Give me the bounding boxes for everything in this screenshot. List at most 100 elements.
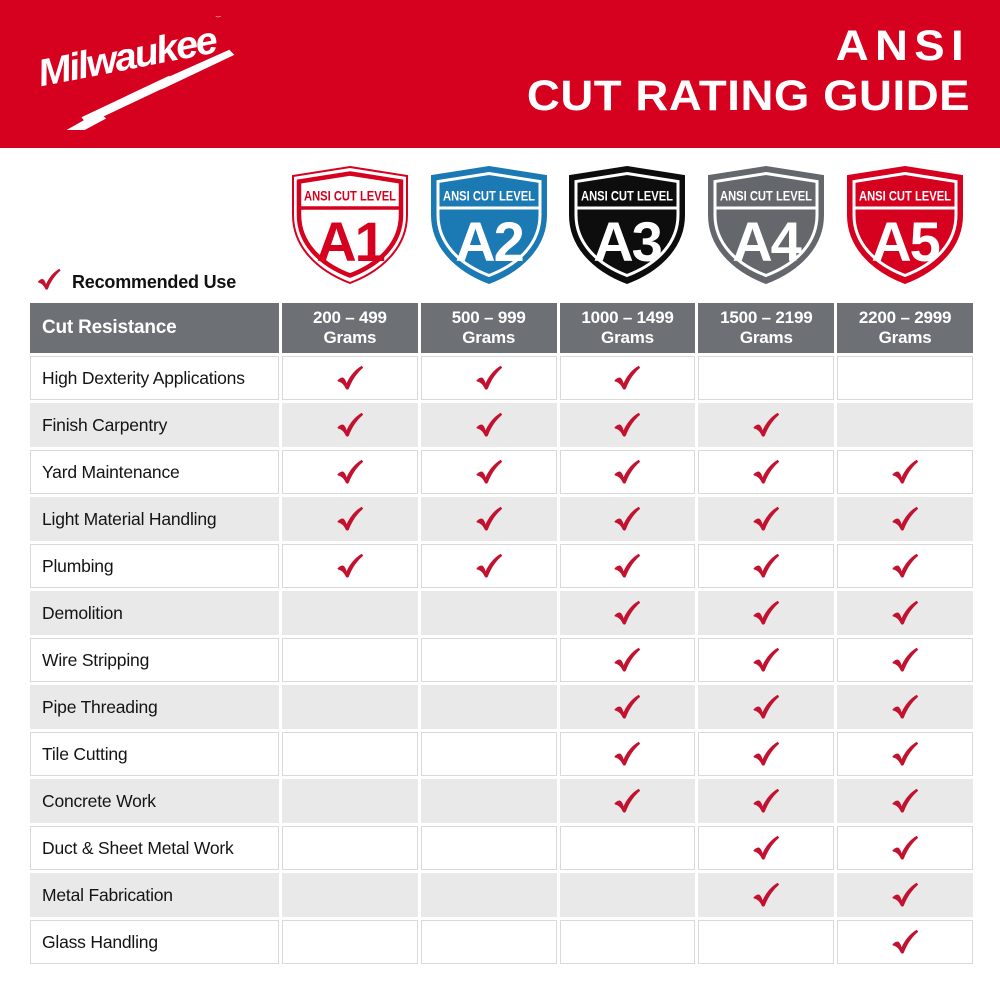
empty-cell: [420, 685, 557, 729]
row-label: Finish Carpentry: [30, 403, 279, 447]
check-cell: [837, 826, 973, 870]
row-label: Pipe Threading: [30, 685, 279, 729]
check-icon: [476, 553, 502, 578]
check-icon: [476, 459, 502, 484]
empty-cell: [420, 779, 557, 823]
check-icon: [614, 741, 641, 766]
check-icon: [892, 647, 919, 672]
row-label: Duct & Sheet Metal Work: [30, 826, 279, 870]
check-cell: [837, 873, 973, 917]
check-cell: [837, 685, 973, 729]
grams-unit: Grams: [323, 328, 377, 347]
check-icon: [337, 412, 364, 437]
check-icon: [753, 647, 780, 672]
check-icon: [614, 647, 641, 672]
table-header-grams-range: 500 – 999 Grams: [420, 303, 557, 353]
check-icon: [753, 882, 780, 907]
check-cell: [559, 497, 696, 541]
grams-range: 1000 – 1499: [581, 307, 674, 327]
lightning-bolt-icon: [49, 49, 235, 130]
check-icon: [753, 741, 780, 766]
check-cell: [837, 497, 973, 541]
grams-range: 1500 – 2199: [720, 307, 813, 327]
title-line-2: CUT RATING GUIDE: [526, 71, 970, 120]
check-icon: [337, 553, 364, 578]
grams-unit: Grams: [739, 328, 793, 347]
check-cell: [698, 544, 835, 588]
check-icon: [337, 365, 364, 390]
check-cell: [698, 685, 835, 729]
empty-cell: [420, 732, 557, 776]
cut-level-badge-a2: ANSI CUT LEVEL A2: [425, 163, 553, 303]
empty-cell: [282, 591, 418, 635]
legend-label: Recommended Use: [72, 271, 237, 292]
empty-cell: [837, 356, 973, 400]
empty-cell: [420, 638, 557, 682]
empty-cell: [282, 685, 418, 729]
check-icon: [614, 365, 641, 390]
logo-wordmark: Milwaukee: [35, 19, 222, 95]
empty-cell: [420, 591, 557, 635]
row-label: Wire Stripping: [30, 638, 279, 682]
check-cell: [559, 356, 696, 400]
check-cell: [698, 497, 835, 541]
grams-range: 2200 – 2999: [858, 307, 952, 327]
check-icon: [753, 553, 780, 578]
check-icon: [892, 459, 919, 484]
check-icon: [37, 268, 61, 290]
cut-level-badge-a5: ANSI CUT LEVEL A5: [841, 163, 969, 303]
row-label: Light Material Handling: [30, 497, 279, 541]
header-banner: Milwaukee ® ANSI CUT RATING GUIDE: [0, 0, 1000, 148]
check-icon: [476, 412, 502, 437]
empty-cell: [698, 356, 835, 400]
check-cell: [282, 403, 418, 447]
check-cell: [559, 544, 696, 588]
grams-unit: Grams: [601, 328, 654, 347]
row-label: Demolition: [30, 591, 279, 635]
shield-level-label: A4: [732, 210, 801, 273]
shield-row: Recommended Use ANSI CUT LEVEL A1 ANSI CUT…: [30, 148, 973, 303]
check-cell: [698, 873, 835, 917]
empty-cell: [698, 920, 835, 964]
grams-unit: Grams: [462, 328, 516, 347]
check-icon: [892, 882, 919, 907]
table-header-grams-range: 2200 – 2999 Grams: [837, 303, 973, 353]
check-icon: [753, 412, 780, 437]
empty-cell: [282, 826, 418, 870]
empty-cell: [282, 732, 418, 776]
check-cell: [282, 544, 418, 588]
check-cell: [837, 920, 973, 964]
grams-unit: Grams: [878, 328, 932, 347]
shield-band-label: ANSI CUT LEVEL: [720, 189, 812, 204]
check-cell: [559, 732, 696, 776]
table-header-grams-range: 200 – 499 Grams: [282, 303, 418, 353]
check-icon: [892, 553, 919, 578]
row-label: High Dexterity Applications: [30, 356, 279, 400]
check-icon: [753, 600, 780, 625]
shield-level-label: A3: [594, 210, 662, 273]
check-icon: [614, 788, 641, 813]
empty-cell: [282, 638, 418, 682]
check-icon: [614, 600, 641, 625]
shield-band-label: ANSI CUT LEVEL: [581, 189, 673, 204]
empty-cell: [420, 826, 557, 870]
check-cell: [837, 732, 973, 776]
table-header-grams-range: 1500 – 2199 Grams: [698, 303, 835, 353]
check-icon: [337, 506, 364, 531]
check-cell: [698, 450, 835, 494]
check-icon: [753, 835, 780, 860]
shield-level-label: A1: [316, 210, 384, 273]
cut-rating-table: Cut Resistance 200 – 499 Grams 500 – 999 Gr…: [30, 303, 973, 964]
check-icon: [614, 694, 641, 719]
empty-cell: [420, 873, 557, 917]
cut-level-badge-a3: ANSI CUT LEVEL A3: [563, 163, 691, 303]
empty-cell: [420, 920, 557, 964]
check-cell: [698, 732, 835, 776]
check-cell: [837, 779, 973, 823]
check-cell: [559, 450, 696, 494]
check-icon: [753, 694, 780, 719]
check-icon: [753, 788, 780, 813]
check-cell: [698, 826, 835, 870]
title-line-1: ANSI: [835, 22, 970, 70]
